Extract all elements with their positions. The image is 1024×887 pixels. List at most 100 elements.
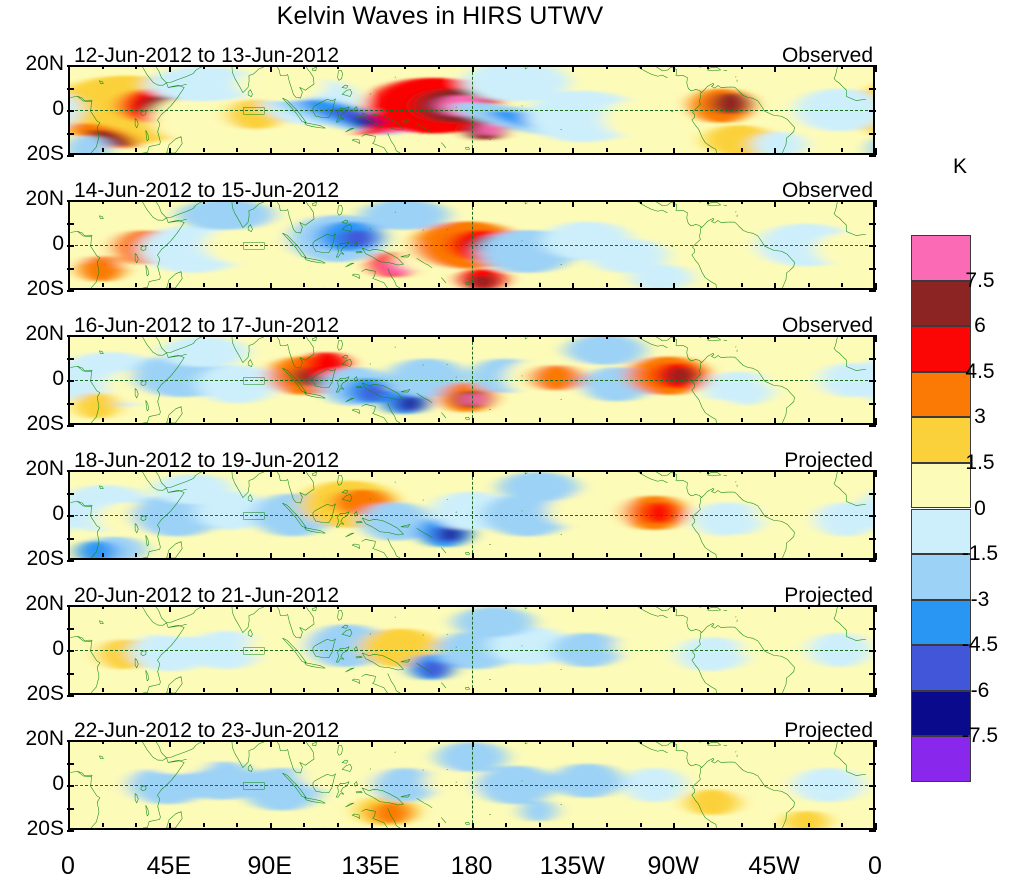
- x-tick-label: 135E: [341, 852, 400, 880]
- y-axis-labels: 20N 0 20S: [0, 592, 64, 705]
- x-tick-label: 0: [61, 852, 75, 880]
- y-tick: [67, 65, 74, 67]
- x-tick-row: [68, 335, 877, 343]
- panel-kind-label: Projected: [784, 584, 873, 607]
- y-tick: [869, 762, 876, 765]
- panel-kind-label: Projected: [784, 449, 873, 472]
- y-tick: [869, 335, 876, 337]
- y-tick: [869, 695, 876, 697]
- y-tick: [67, 110, 74, 112]
- y-tick: [67, 492, 74, 495]
- x-tick-label: 90E: [247, 852, 292, 880]
- y-tick-label: 20N: [25, 322, 64, 345]
- x-tick-label: 0: [868, 852, 882, 880]
- x-axis-labels: 0 45E 90E 135E 180 135W 90W 45W 0: [61, 852, 882, 886]
- colorbar-band[interactable]: [911, 599, 971, 646]
- x-tick-label: 90W: [647, 852, 699, 880]
- y-tick: [67, 560, 74, 562]
- colorbar-band[interactable]: [911, 736, 971, 782]
- y-tick: [869, 110, 876, 112]
- y-tick: [869, 807, 876, 810]
- y-tick: [869, 650, 876, 652]
- y-tick: [869, 785, 876, 787]
- x-tick-label: 135W: [539, 852, 606, 880]
- map-panel[interactable]: [68, 335, 875, 425]
- y-tick: [869, 65, 876, 67]
- y-tick: [869, 200, 876, 202]
- y-tick: [869, 402, 876, 405]
- map-panel[interactable]: [68, 605, 875, 695]
- y-axis-labels: 20N 0 20S: [0, 727, 64, 840]
- y-tick-label: 20N: [25, 187, 64, 210]
- x-tick-row: [68, 470, 877, 478]
- y-tick-label: 0: [52, 232, 64, 255]
- map-panel[interactable]: [68, 470, 875, 560]
- colorbar-band[interactable]: [911, 417, 971, 463]
- colorbar-band[interactable]: [911, 690, 971, 737]
- y-tick: [67, 470, 74, 472]
- panel-kind-label: Projected: [784, 719, 873, 742]
- panel-header: 20-Jun-2012 to 21-Jun-2012 Projected: [68, 579, 875, 607]
- y-tick-label: 20S: [26, 412, 64, 435]
- y-tick: [67, 132, 74, 135]
- colorbar-band[interactable]: [911, 462, 971, 509]
- colorbar-band[interactable]: [911, 645, 971, 691]
- y-tick: [869, 627, 876, 630]
- colorbar-band[interactable]: [911, 554, 971, 600]
- y-tick: [67, 200, 74, 202]
- y-axis-labels: 20N 0 20S: [0, 457, 64, 570]
- x-tick-label: 45W: [748, 852, 800, 880]
- y-tick-label: 0: [52, 772, 64, 795]
- y-tick-label: 0: [52, 637, 64, 660]
- y-tick: [869, 740, 876, 742]
- y-tick-label: 0: [52, 97, 64, 120]
- x-tick-row: [68, 823, 877, 838]
- map-panel[interactable]: [68, 65, 875, 155]
- y-tick: [67, 672, 74, 675]
- colorbar-band[interactable]: [911, 508, 971, 555]
- dateline-guide: [471, 202, 473, 288]
- y-tick: [869, 357, 876, 360]
- colorbar-tick-label: 4.5: [965, 359, 995, 383]
- x-tick-row: [68, 605, 877, 613]
- panel-date-range: 18-Jun-2012 to 19-Jun-2012: [74, 449, 340, 472]
- y-tick: [67, 402, 74, 405]
- dateline-guide: [471, 472, 473, 558]
- y-tick: [67, 785, 74, 787]
- colorbar-tick-label: 1.5: [965, 450, 995, 474]
- y-tick-label: 20N: [25, 52, 64, 75]
- y-tick: [869, 537, 876, 540]
- dateline-guide: [471, 742, 473, 828]
- colorbar-band[interactable]: [911, 235, 971, 281]
- map-panel[interactable]: [68, 740, 875, 830]
- x-tick-label: 180: [450, 852, 493, 880]
- y-tick: [869, 87, 876, 90]
- y-tick-label: 20N: [25, 592, 64, 615]
- y-tick-label: 20S: [26, 277, 64, 300]
- x-tick-row: [68, 283, 877, 298]
- colorbar-tick-label: -7.5: [961, 724, 999, 748]
- y-tick: [869, 132, 876, 135]
- y-tick: [869, 470, 876, 472]
- y-axis-labels: 20N 0 20S: [0, 187, 64, 300]
- y-tick: [869, 245, 876, 247]
- colorbar-band[interactable]: [911, 326, 971, 372]
- y-tick-label: 0: [52, 502, 64, 525]
- y-tick: [869, 380, 876, 382]
- y-tick-label: 20S: [26, 547, 64, 570]
- panel-date-range: 22-Jun-2012 to 23-Jun-2012: [74, 719, 340, 742]
- y-tick: [67, 695, 74, 697]
- colorbar-band[interactable]: [911, 280, 971, 327]
- y-tick-label: 20N: [25, 457, 64, 480]
- y-tick: [67, 627, 74, 630]
- y-axis-labels: 20N 0 20S: [0, 52, 64, 165]
- colorbar-tick-label: 0: [974, 496, 986, 520]
- colorbar[interactable]: [911, 235, 971, 782]
- y-tick: [67, 335, 74, 337]
- colorbar-tick-label: 7.5: [965, 268, 995, 292]
- colorbar-tick-label: -3: [970, 587, 990, 611]
- map-panel[interactable]: [68, 200, 875, 290]
- y-tick: [869, 492, 876, 495]
- colorbar-band[interactable]: [911, 371, 971, 418]
- y-tick-label: 20S: [26, 142, 64, 165]
